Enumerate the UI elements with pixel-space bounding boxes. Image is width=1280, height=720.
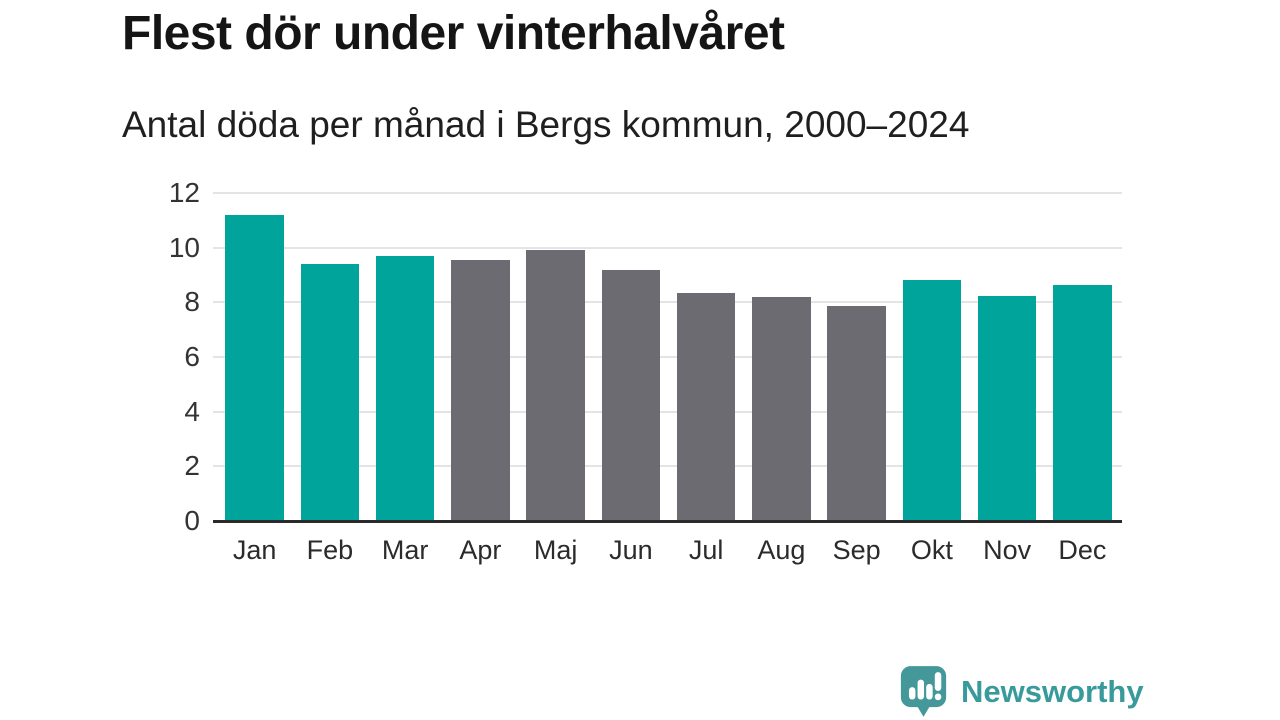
newsworthy-logo-icon: [900, 666, 947, 717]
bar-group-jun: Jun: [593, 193, 668, 565]
y-axis-tick-label-12: 12: [168, 177, 200, 208]
bar-apr: [451, 259, 510, 521]
bar-group-sep: Sep: [819, 193, 894, 565]
bar-group-aug: Aug: [744, 193, 819, 565]
newsworthy-logo: Newsworthy: [897, 664, 1144, 720]
x-axis-line: [213, 519, 1122, 523]
bar-group-okt: Okt: [894, 193, 969, 565]
y-axis-tick-label-0: 0: [184, 505, 200, 536]
gridline-y-8: [213, 301, 1122, 304]
x-axis-tick-label-mar: Mar: [381, 535, 429, 565]
bar-group-dec: Dec: [1045, 193, 1120, 565]
bar-series: Jan Feb Mar Apr Maj Jun Jul Aug Sep Okt Nov Dec: [217, 193, 1120, 565]
y-axis-tick-label-10: 10: [168, 231, 200, 263]
bar-jan: [225, 214, 284, 521]
bar-feb: [300, 264, 360, 521]
y-axis-tick-label-6: 6: [184, 341, 200, 372]
plot-area: Jan Feb Mar Apr Maj Jun Jul Aug Sep Okt Nov Dec 0 2 4…: [169, 179, 1122, 565]
gridline-y-12: [213, 192, 1122, 194]
x-axis-tick-label-apr: Apr: [459, 535, 502, 565]
bar-group-jul: Jul: [669, 193, 744, 565]
x-axis-tick-label-okt: Okt: [910, 535, 953, 565]
bar-mar: [375, 255, 435, 521]
x-axis-tick-label-jul: Jul: [688, 535, 724, 565]
bar-group-apr: Apr: [443, 193, 518, 565]
x-axis-tick-label-nov: Nov: [983, 535, 1032, 565]
chart-title: Flest dör under vinterhalvåret: [122, 7, 785, 60]
gridline-y-2: [213, 465, 1122, 468]
bar-group-nov: Nov: [970, 193, 1045, 565]
bar-jul: [676, 292, 736, 521]
y-axis-tick-label-2: 2: [184, 450, 200, 482]
x-axis-tick-label-jan: Jan: [232, 535, 277, 565]
brand-name: Newsworthy: [961, 674, 1144, 709]
y-axis-tick-label-8: 8: [184, 286, 200, 318]
bar-dec: [1053, 284, 1112, 521]
x-axis-tick-label-jun: Jun: [609, 535, 653, 565]
x-axis-tick-label-feb: Feb: [306, 535, 354, 565]
y-axis-tick-label-4: 4: [184, 395, 200, 427]
bar-group-feb: Feb: [292, 193, 367, 565]
bar-maj: [526, 250, 585, 521]
bar-sep: [827, 306, 886, 521]
bar-aug: [752, 296, 811, 521]
x-axis-tick-label-maj: Maj: [533, 535, 578, 565]
bar-group-mar: Mar: [368, 193, 443, 565]
gridline-y-4: [213, 410, 1122, 413]
x-axis-tick-label-aug: Aug: [757, 535, 806, 565]
x-axis-tick-label-sep: Sep: [832, 535, 881, 565]
gridline-y-10: [213, 246, 1122, 249]
bar-okt: [902, 280, 962, 521]
gridline-y-6: [213, 356, 1122, 358]
bar-group-jan: Jan: [217, 193, 292, 565]
chart-subtitle: Antal döda per månad i Bergs kommun, 200…: [122, 104, 970, 145]
x-axis-tick-label-dec: Dec: [1058, 535, 1107, 565]
bar-nov: [977, 295, 1037, 521]
bar-jun: [601, 269, 661, 521]
bar-group-maj: Maj: [518, 193, 593, 565]
